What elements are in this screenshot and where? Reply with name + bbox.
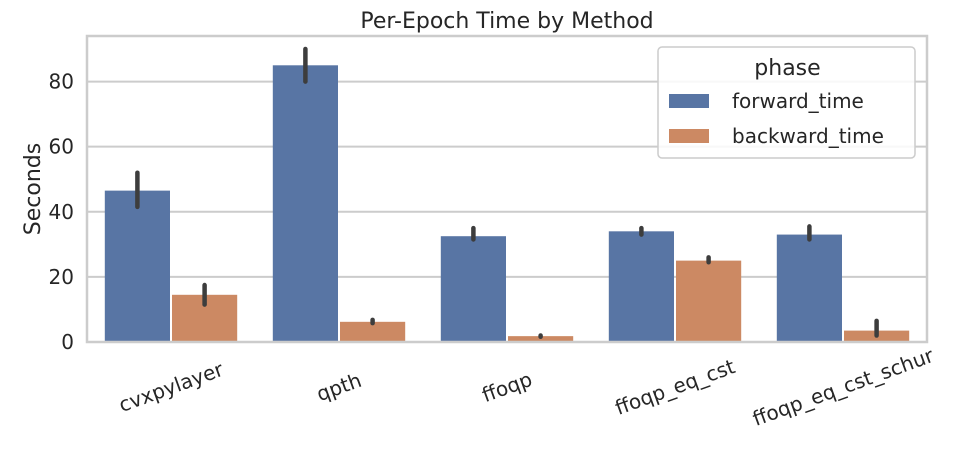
bar-forward_time-qpth [272,65,338,342]
legend-label-backward_time: backward_time [732,124,884,148]
bars [104,65,910,342]
bar-backward_time-qpth [340,321,406,342]
legend-items: forward_time backward_time [669,89,884,148]
y-tick-label: 0 [61,330,74,354]
x-tick-label: ffoqp_eq_cst_schur [749,343,937,431]
bar-forward_time-ffoqp_eq_cst_schur [776,234,842,342]
legend-title: phase [754,56,820,81]
x-tick-label: ffoqp [479,367,536,407]
legend-swatch-backward_time [669,129,709,143]
bar-backward_time-ffoqp_eq_cst [676,260,742,342]
legend-box [657,46,916,159]
bar-forward_time-ffoqp_eq_cst [608,231,674,342]
error-bars [135,46,879,340]
bar-backward_time-ffoqp [508,336,574,342]
plot-frame [85,34,929,344]
chart-title: Per-Epoch Time by Method [360,9,653,34]
legend: phase forward_time backward_time [657,46,916,159]
x-tick-label: qpth [313,368,364,406]
x-tick-label: cvxpylayer [116,357,228,417]
legend-swatch-forward_time [669,94,709,108]
y-tick-label: 40 [49,200,74,224]
y-tick-labels: 0 20 40 60 80 [49,70,74,354]
x-tick-label: ffoqp_eq_cst [612,354,738,420]
y-tick-label: 60 [49,135,74,159]
bar-forward_time-ffoqp [440,236,506,342]
y-axis-label: Seconds [21,143,46,235]
bar-forward_time-cvxpylayer [104,190,170,342]
y-tick-label: 80 [49,70,74,94]
x-tick-labels: cvxpylayer qpth ffoqp ffoqp_eq_cst ffoqp_eq_… [116,343,938,431]
legend-label-forward_time: forward_time [732,89,864,113]
y-tick-label: 20 [49,265,74,289]
